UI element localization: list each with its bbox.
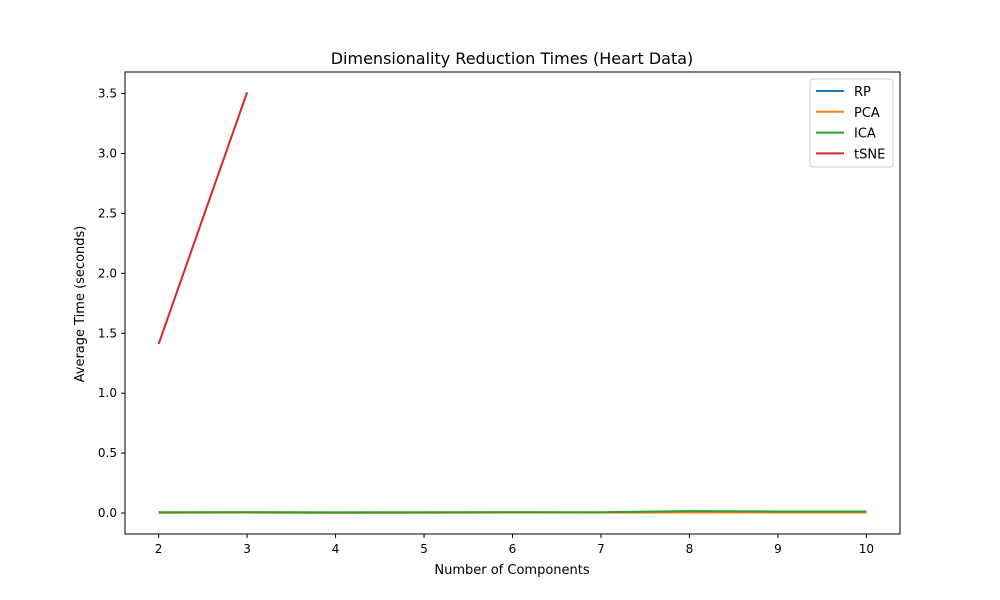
legend-label-rp: RP — [854, 85, 871, 100]
x-tick-label: 2 — [155, 542, 163, 556]
y-tick-label: 0.0 — [98, 506, 117, 520]
plot-area — [157, 92, 867, 514]
legend: RP PCA ICA tSNE — [809, 78, 894, 168]
x-tick-label: 10 — [859, 542, 874, 556]
y-tick-label: 1.0 — [98, 386, 117, 400]
y-tick-label: 3.5 — [98, 87, 117, 101]
x-axis-label: Number of Components — [434, 563, 589, 578]
x-tick-label: 8 — [686, 542, 694, 556]
legend-label-tsne: tSNE — [854, 147, 885, 162]
y-tick-label: 0.5 — [98, 446, 117, 460]
x-tick-label: 9 — [774, 542, 782, 556]
y-tick-label: 2.0 — [98, 266, 117, 280]
legend-label-ica: ICA — [854, 127, 876, 142]
y-tick-label: 2.5 — [98, 206, 117, 220]
x-tick-label: 3 — [243, 542, 251, 556]
x-axis: 2 3 4 5 6 7 8 9 10 — [155, 534, 874, 556]
x-tick-label: 5 — [420, 542, 428, 556]
legend-box — [809, 78, 894, 168]
axes-frame — [124, 71, 901, 535]
x-tick-label: 7 — [597, 542, 605, 556]
legend-label-pca: PCA — [854, 106, 880, 121]
y-axis: 0.0 0.5 1.0 1.5 2.0 2.5 3.0 3.5 — [98, 87, 125, 520]
chart-title: Dimensionality Reduction Times (Heart Da… — [331, 49, 694, 68]
series-line-tsne — [157, 92, 249, 345]
x-tick-label: 4 — [332, 542, 340, 556]
y-tick-label: 1.5 — [98, 326, 117, 340]
y-axis-label: Average Time (seconds) — [73, 226, 88, 383]
y-tick-label: 3.0 — [98, 146, 117, 160]
x-tick-label: 6 — [509, 542, 517, 556]
series-line-ica — [158, 510, 867, 514]
